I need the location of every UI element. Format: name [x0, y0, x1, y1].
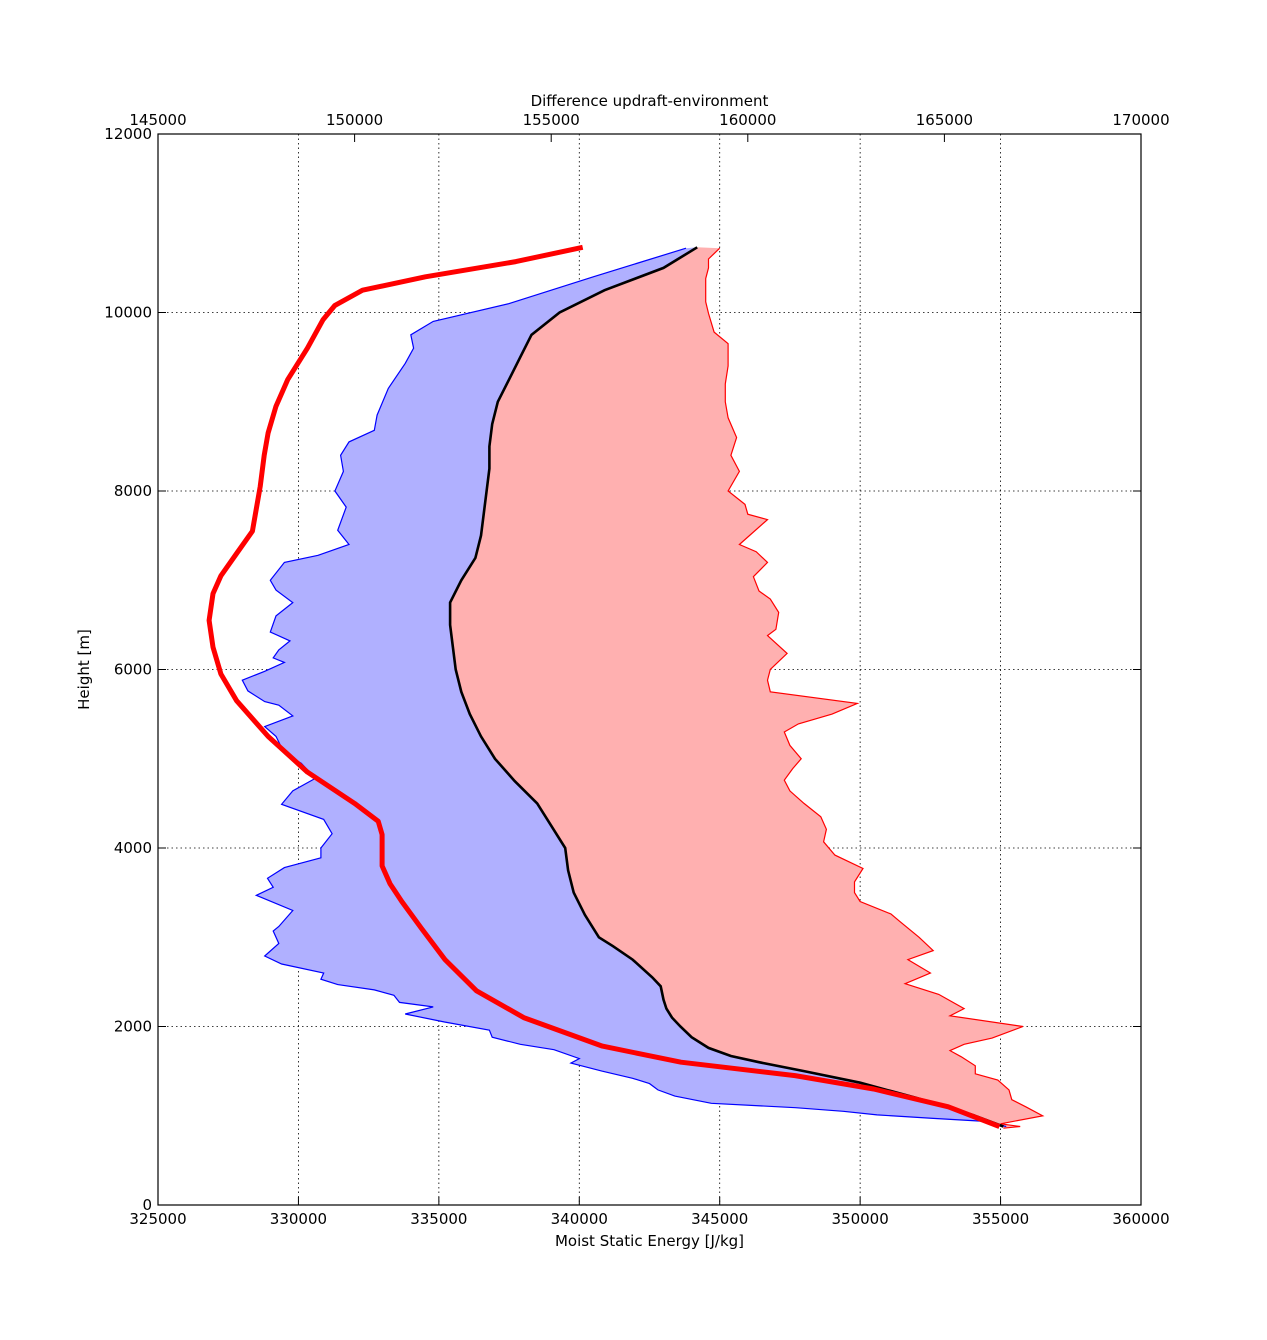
- filled-areas: [241, 247, 1045, 1129]
- top-tick-label: 160000: [719, 111, 776, 129]
- top-tick-label: 155000: [523, 111, 580, 129]
- x-tick-label: 345000: [691, 1210, 748, 1228]
- x-tick-label: 335000: [410, 1210, 467, 1228]
- ticks: 325000 330000 335000 340000 345000 350000 3550…: [104, 111, 1169, 1228]
- x-tick-label: 340000: [551, 1210, 608, 1228]
- y-tick-label: 12000: [104, 125, 152, 143]
- top-tick-label: 170000: [1112, 111, 1169, 129]
- upper-bound-line: [705, 247, 1045, 1129]
- x-tick-label: 325000: [129, 1210, 186, 1228]
- x-tick-label: 350000: [832, 1210, 889, 1228]
- x-tick-label: 360000: [1112, 1210, 1169, 1228]
- y-tick-label: 4000: [114, 839, 152, 857]
- y-tick-label: 2000: [114, 1018, 152, 1036]
- top-tick-label: 165000: [916, 111, 973, 129]
- lower-bound-area: [242, 247, 1007, 1127]
- x-axis-title: Moist Static Energy [J/kg]: [555, 1232, 744, 1250]
- upper-bound-area: [450, 247, 1043, 1129]
- lower-bound-line: [241, 247, 1007, 1128]
- y-axis-title: Height [m]: [75, 629, 93, 710]
- difference-line: [206, 244, 1001, 1129]
- y-tick-label: 8000: [114, 482, 152, 500]
- mean-line: [448, 246, 1004, 1128]
- x-tick-label: 355000: [972, 1210, 1029, 1228]
- top-tick-label: 150000: [326, 111, 383, 129]
- y-tick-label: 6000: [114, 661, 152, 679]
- y-tick-label: 10000: [104, 304, 152, 322]
- top-axis-title: Difference updraft-environment: [531, 92, 769, 110]
- y-tick-label: 0: [142, 1196, 152, 1214]
- x-tick-label: 330000: [270, 1210, 327, 1228]
- top-tick-label: 145000: [129, 111, 186, 129]
